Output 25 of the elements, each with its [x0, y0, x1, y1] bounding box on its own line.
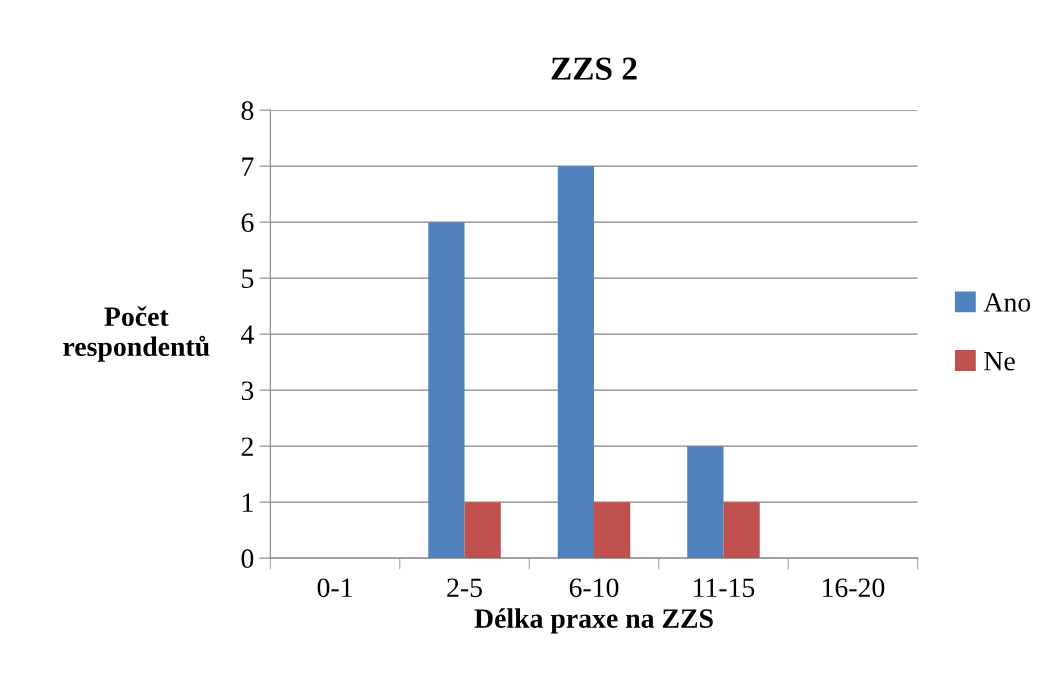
- bar: [464, 502, 501, 559]
- x-tick-label: 0-1: [317, 578, 352, 598]
- bar: [723, 502, 760, 559]
- y-tick-label: 4: [241, 325, 254, 344]
- bar: [557, 166, 594, 559]
- y-tick-label: 0: [241, 549, 254, 569]
- y-tick-label: 5: [242, 269, 254, 289]
- y-tick-label: 7: [242, 157, 254, 176]
- chart-title: ZZS 2: [551, 57, 637, 80]
- x-tick-label: 6-10: [569, 578, 619, 598]
- legend-label: Ano: [983, 293, 1031, 312]
- legend-label: Ne: [984, 352, 1015, 371]
- bar: [428, 222, 465, 559]
- y-tick-label: 1: [242, 493, 253, 512]
- y-axis-title: Počet respondentů: [63, 306, 210, 362]
- x-tick-label: 16-20: [822, 578, 885, 598]
- y-tick-label: 2: [241, 437, 253, 456]
- y-tick-label: 3: [241, 381, 254, 401]
- y-tick-label: 8: [241, 101, 254, 121]
- y-tick-label: 6: [241, 213, 254, 233]
- x-tick-label: 11-15: [694, 578, 755, 598]
- x-tick-label: 2-5: [447, 578, 482, 598]
- x-axis-title: Délka praxe na ZZS: [474, 608, 713, 634]
- bar: [594, 502, 631, 559]
- bar: [687, 446, 724, 559]
